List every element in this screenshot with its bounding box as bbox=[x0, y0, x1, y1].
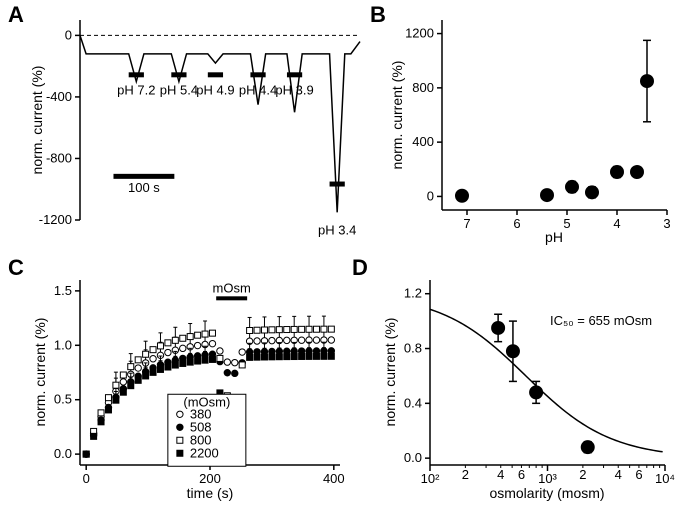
ph-label: pH 4.4 bbox=[239, 82, 277, 97]
svg-text:0: 0 bbox=[65, 27, 72, 42]
panel-C: 0.0 0.5 1.0 1.5 0 200 400 norm. current (%) t… bbox=[30, 265, 355, 505]
svg-text:400: 400 bbox=[412, 134, 434, 149]
panel-B-label: B bbox=[370, 2, 386, 28]
panel-C-ylabel: norm. current (%) bbox=[32, 318, 48, 427]
svg-text:0.8: 0.8 bbox=[404, 341, 422, 356]
svg-text:-1200: -1200 bbox=[39, 212, 72, 227]
panel-D-ic50-label: IC₅₀ = 655 mOsm bbox=[550, 313, 652, 328]
panel-D-xlabel: osmolarity (mosm) bbox=[489, 485, 604, 501]
svg-text:3: 3 bbox=[663, 216, 670, 231]
svg-text:6: 6 bbox=[518, 467, 525, 482]
panel-C-mosm-label: mOsm bbox=[213, 280, 251, 295]
svg-text:1.2: 1.2 bbox=[404, 286, 422, 301]
svg-text:10²: 10² bbox=[421, 471, 440, 486]
panel-A-scalebar-label: 100 s bbox=[128, 180, 160, 195]
svg-text:1.5: 1.5 bbox=[54, 283, 72, 298]
panel-D-ylabel: norm. current (%) bbox=[382, 318, 398, 427]
svg-text:0.0: 0.0 bbox=[404, 450, 422, 465]
svg-text:10⁴: 10⁴ bbox=[655, 471, 675, 486]
svg-text:0: 0 bbox=[427, 188, 434, 203]
panel-A-label: A bbox=[8, 2, 24, 28]
svg-text:4: 4 bbox=[615, 467, 622, 482]
figure: A B C D 0-400-800-1200 norm. current (%)… bbox=[0, 0, 685, 508]
svg-text:200: 200 bbox=[199, 471, 221, 486]
panel-C-legend: (mOsm)3805088002200 bbox=[168, 394, 246, 466]
svg-text:2: 2 bbox=[462, 467, 469, 482]
svg-text:2: 2 bbox=[579, 467, 586, 482]
legend-item-label: 2200 bbox=[190, 445, 219, 460]
svg-text:800: 800 bbox=[412, 80, 434, 95]
svg-text:6: 6 bbox=[513, 216, 520, 231]
ph-label: pH 5.4 bbox=[160, 82, 198, 97]
panel-B-data bbox=[455, 40, 654, 202]
panel-D-data bbox=[491, 314, 595, 454]
svg-text:1.0: 1.0 bbox=[54, 337, 72, 352]
stim-bar bbox=[330, 182, 345, 187]
svg-text:0.5: 0.5 bbox=[54, 392, 72, 407]
svg-text:1200: 1200 bbox=[405, 26, 434, 41]
svg-text:4: 4 bbox=[497, 467, 504, 482]
ph-label: pH 7.2 bbox=[117, 82, 155, 97]
svg-text:10³: 10³ bbox=[538, 471, 557, 486]
ph-label: pH 3.9 bbox=[275, 82, 313, 97]
stim-bar bbox=[129, 72, 144, 77]
panel-C-xlabel: time (s) bbox=[187, 485, 234, 501]
svg-text:400: 400 bbox=[323, 471, 345, 486]
stim-bar bbox=[250, 72, 265, 77]
panel-A: 0 -400 -800 -1200 norm. current (%) pH 7.2 p… bbox=[30, 10, 370, 250]
svg-text:-400: -400 bbox=[46, 89, 72, 104]
svg-text:0: 0 bbox=[83, 471, 90, 486]
panel-B: 0 400 800 1200 7 6 5 4 3 norm. current (%) pH bbox=[390, 10, 680, 250]
ph-label: pH 3.4 bbox=[318, 223, 356, 238]
svg-text:7: 7 bbox=[463, 216, 470, 231]
stim-bar bbox=[208, 72, 223, 77]
panel-B-ylabel: norm. current (%) bbox=[390, 61, 405, 170]
svg-text:6: 6 bbox=[635, 467, 642, 482]
svg-text:-800: -800 bbox=[46, 150, 72, 165]
stim-bar bbox=[171, 72, 186, 77]
svg-text:4: 4 bbox=[613, 216, 620, 231]
panel-A-ylabel: norm. current (%) bbox=[30, 66, 45, 175]
panel-C-label: C bbox=[8, 255, 24, 281]
svg-text:0.0: 0.0 bbox=[54, 446, 72, 461]
ph-label: pH 4.9 bbox=[196, 82, 234, 97]
svg-text:0.4: 0.4 bbox=[404, 395, 422, 410]
panel-B-xlabel: pH bbox=[545, 229, 563, 245]
panel-D: 0.00.40.81.2 10²10³10⁴224466 norm. curre… bbox=[380, 265, 680, 505]
svg-text:5: 5 bbox=[563, 216, 570, 231]
stim-bar bbox=[287, 72, 302, 77]
